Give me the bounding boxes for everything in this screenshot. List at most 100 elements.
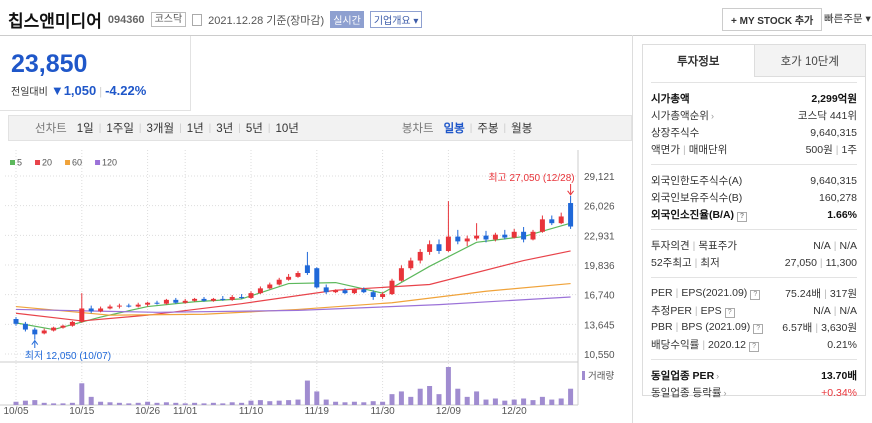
candle-body [323,287,329,293]
candle-body [192,298,198,301]
price-box: 23,850 전일대비 ▼1,050 | -4.22% [0,36,191,111]
period[interactable]: 1년 [186,123,204,135]
volume-bar [210,402,216,405]
candle-body [530,231,536,240]
volume-bar [182,403,188,405]
label: 시가총액 [651,93,690,105]
candle-body [370,292,376,297]
candle-body [464,238,470,242]
candle-body [549,219,555,224]
overview-dropdown[interactable]: 기업개요 ▾ [369,11,423,28]
period[interactable]: 일봉 [443,123,465,135]
volume-bar [229,402,235,405]
order-button[interactable]: 빠른주문 ▾ [824,13,871,25]
volume-bar [427,386,433,405]
tab[interactable]: 투자정보 [643,45,754,77]
label: 동일업종 등락률 [651,387,722,399]
ma-line [15,282,571,316]
realtime-badge[interactable]: 실시간 [330,11,364,28]
ma-line [15,250,571,322]
candle-body [210,298,216,301]
candle-body [88,308,94,312]
candle-body [342,290,348,294]
label: PER [651,287,673,299]
volume-bar [79,383,85,405]
x-tick-label: 10/26 [135,406,160,417]
volume-bar [41,402,47,405]
x-tick-label: 11/19 [305,406,330,417]
label: 액면가 [651,144,680,156]
period[interactable]: 1주일 [106,123,134,135]
volume-bar [389,394,395,405]
arrow-head [31,339,39,345]
period[interactable]: 주봉 [477,123,499,135]
candle-body [41,330,47,334]
candle-body [483,235,489,240]
info-row: PER | EPS(2021.09)? 75.24배 | 317원 [651,287,857,300]
candle-body [32,329,38,335]
volume-label: 거래량 [588,370,614,382]
info-group: 외국인한도주식수(A) 9,640,315 외국인보유주식수(B) 160,278 … [651,164,857,229]
candle-body [229,296,235,300]
date: 2021.12.28 기준(장마감) [208,14,325,27]
volume-bar [116,402,122,405]
info-row: PBR | BPS (2021.09)? 6.57배 | 3,630원 [651,321,857,334]
arrow-head [567,190,574,196]
x-tick-label: 12/09 [436,406,461,417]
candle-body [276,279,282,285]
volume-bar [22,400,28,405]
overview-label: 기업개요 [373,16,411,27]
value: 13.70배 [821,370,857,382]
value: 9,640,315 [810,174,857,187]
volume-bar [69,402,75,405]
volume-bar [276,400,282,405]
volume-bar [361,402,367,405]
info-row: 배당수익률 | 2020.12? 0.21% [651,338,857,352]
period[interactable]: 월봉 [511,123,533,135]
period[interactable]: 3개월 [146,123,175,135]
candle-body [417,251,423,261]
volume-bar [370,401,376,405]
candle-body [13,319,19,324]
label: 추정PER [651,305,692,317]
label: 52주최고 [651,257,692,269]
volume-bar [163,402,169,405]
period[interactable]: 1일 [76,123,94,135]
chart: 10,550 13,645 16,740 19,836 22,931 26,026 29,1… [0,150,615,417]
y-tick-label: 26,026 [584,202,615,213]
candle-body [502,234,508,238]
volume-bar [342,402,348,405]
candle-body [314,268,320,288]
legend-label: 5 [17,158,22,168]
y-tick-label: 10,550 [584,350,615,361]
candle-body [380,294,386,297]
period[interactable]: 5년 [245,123,263,135]
mystock-button[interactable]: + MY STOCK 추가 [722,8,823,31]
y-tick-label: 22,931 [584,231,615,242]
info-row: 시가총액순위 › 코스닥 441위 [651,110,857,122]
change-label: 전일대비 [11,87,48,98]
label: EPS [700,305,722,317]
info-row: 상장주식수 9,640,315 [651,124,857,141]
label: BPS (2021.09) [681,321,751,333]
value: 27,050 [784,256,817,269]
period[interactable]: 3년 [216,123,234,135]
period-bar: 선차트 1일 | 1주일 | 3개월 | 1년 | 3년 | 5년 | 10년 봉차트 일봉… [8,115,632,141]
candle-body [60,325,66,328]
label: 시가총액순위 [651,110,709,122]
label: 배당수익률 [651,339,700,351]
x-tick-label: 11/30 [370,406,395,417]
volume-bar [220,403,226,405]
line-chart-label: 선차트 [35,123,67,135]
label: 2020.12 [708,339,747,351]
tab[interactable]: 호가 10단계 [753,45,865,77]
volume-bar [267,401,273,405]
volume-bar [502,400,508,405]
value: N/A [839,239,857,252]
divider [632,35,633,423]
ma-line [15,222,571,331]
volume-bar [464,396,470,405]
period[interactable]: 10년 [275,123,299,135]
label: 외국인소진율(B/A) [651,209,735,221]
legend-swatch [10,160,15,165]
